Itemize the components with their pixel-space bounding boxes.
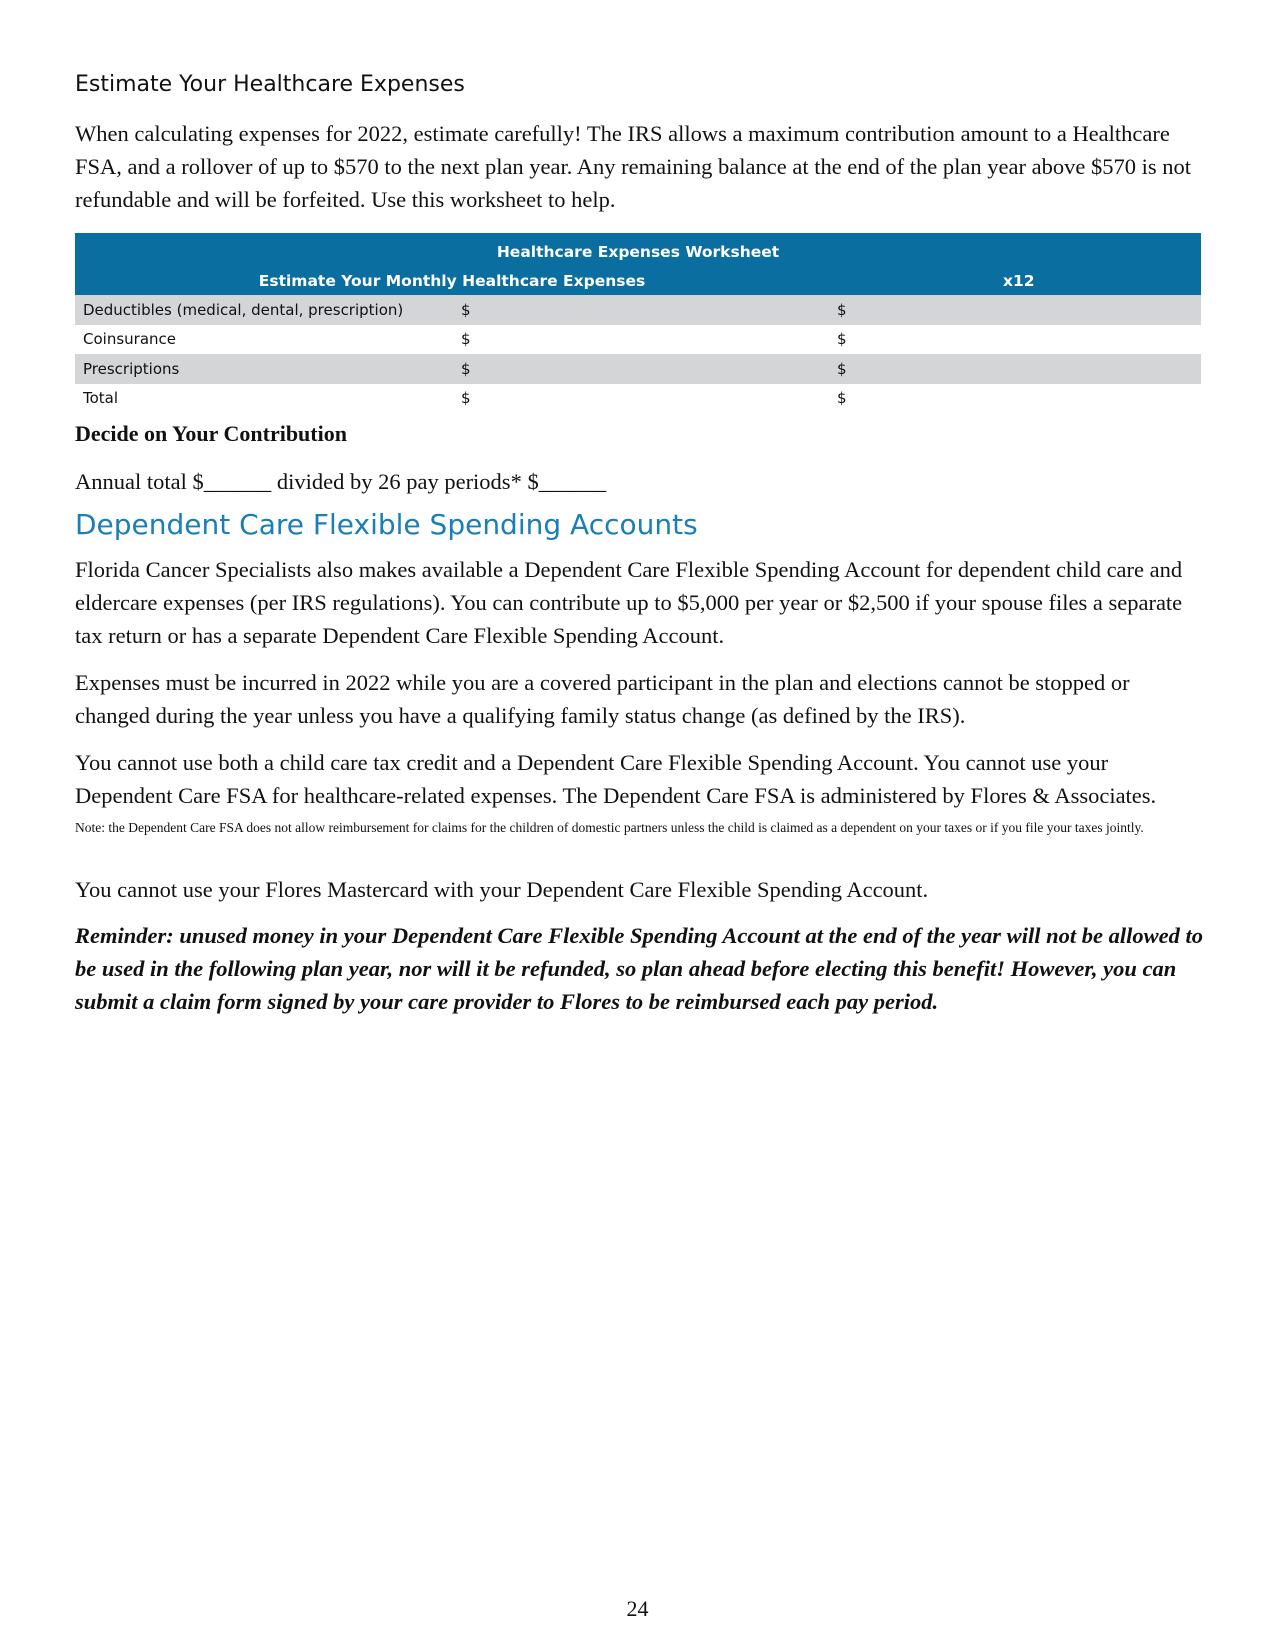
row-label: Deductibles (medical, dental, prescripti…	[75, 295, 453, 325]
worksheet-title: Healthcare Expenses Worksheet	[75, 233, 1201, 266]
reminder-paragraph: Reminder: unused money in your Dependent…	[75, 923, 1203, 1014]
worksheet-table-container: Healthcare Expenses Worksheet Estimate Y…	[75, 233, 1205, 413]
intro-paragraph: When calculating expenses for 2022, esti…	[75, 121, 1191, 212]
dependent-care-paragraph-3: You cannot use both a child care tax cre…	[75, 750, 1157, 808]
table-row: Coinsurance $ $	[75, 325, 1201, 355]
monthly-cell: $	[453, 295, 829, 325]
dependent-care-paragraph-4: You cannot use your Flores Mastercard wi…	[75, 877, 929, 902]
worksheet-table: Healthcare Expenses Worksheet Estimate Y…	[75, 233, 1201, 413]
table-row: Deductibles (medical, dental, prescripti…	[75, 295, 1201, 325]
contribution-line: Annual total $______ divided by 26 pay p…	[75, 469, 607, 494]
contribution-heading: Decide on Your Contribution	[75, 421, 347, 446]
row-label: Coinsurance	[83, 330, 176, 349]
row-label: Total	[83, 389, 119, 408]
page-number: 24	[626, 1596, 649, 1621]
monthly-cell: $	[461, 330, 471, 349]
col-header-annual: x12	[829, 266, 1201, 295]
annual-cell: $	[829, 354, 1201, 384]
section-heading-estimate: Estimate Your Healthcare Expenses	[75, 72, 465, 97]
monthly-cell: $	[461, 389, 471, 408]
table-row: Total $ $	[75, 384, 1201, 414]
domestic-partner-note: Note: the Dependent Care FSA does not al…	[75, 820, 1144, 835]
annual-cell: $	[829, 295, 1201, 325]
col-header-monthly: Estimate Your Monthly Healthcare Expense…	[75, 266, 829, 295]
dependent-care-paragraph-2: Expenses must be incurred in 2022 while …	[75, 670, 1130, 728]
annual-cell: $	[837, 330, 847, 349]
table-row: Prescriptions $ $	[75, 354, 1201, 384]
row-label: Prescriptions	[75, 354, 453, 384]
section-heading-dependent-care: Dependent Care Flexible Spending Account…	[75, 508, 698, 541]
dependent-care-paragraph-1: Florida Cancer Specialists also makes av…	[75, 557, 1183, 648]
annual-cell: $	[837, 389, 847, 408]
monthly-cell: $	[453, 354, 829, 384]
